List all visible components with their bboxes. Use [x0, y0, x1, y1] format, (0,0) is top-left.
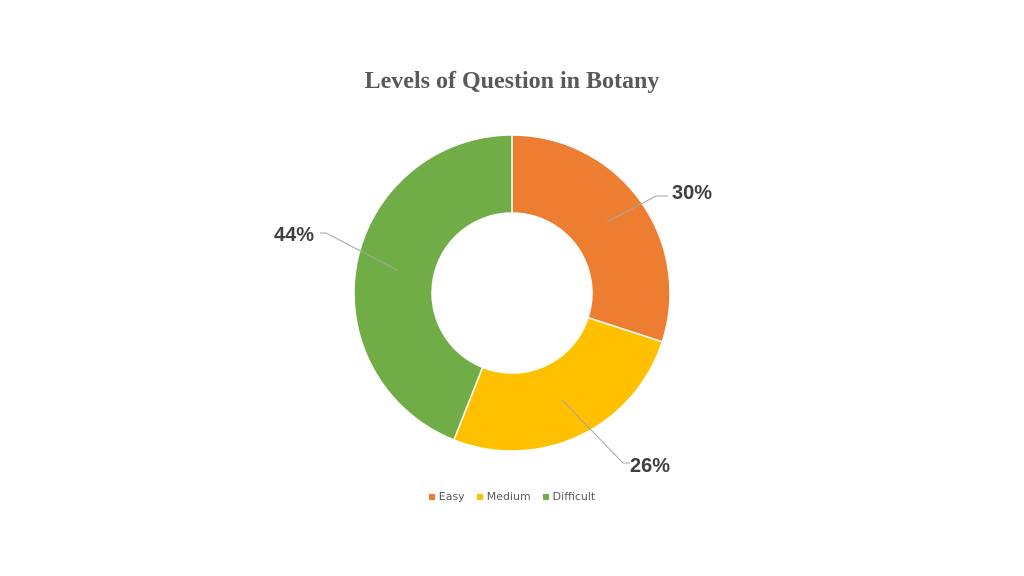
chart-legend: Easy Medium Difficult [0, 490, 1024, 503]
donut-segment-difficult[interactable] [353, 134, 513, 441]
leader-lines [320, 195, 668, 464]
data-label-difficult: 44% [274, 224, 314, 246]
donut-segment-medium[interactable] [452, 316, 664, 452]
leader-line-easy [606, 195, 668, 223]
leader-line-medium [561, 399, 630, 464]
donut-segments [353, 134, 671, 452]
legend-item-easy[interactable]: Easy [428, 490, 465, 503]
data-label-medium: 26% [630, 455, 670, 477]
donut-segment-easy[interactable] [511, 134, 671, 343]
legend-swatch-difficult [542, 493, 549, 500]
legend-swatch-easy [428, 493, 435, 500]
legend-swatch-medium [476, 493, 483, 500]
legend-label-difficult: Difficult [552, 490, 596, 503]
data-label-easy: 30% [672, 182, 712, 204]
legend-item-difficult[interactable]: Difficult [542, 490, 596, 503]
chart-title: Levels of Question in Botany [364, 68, 660, 94]
legend-label-medium: Medium [486, 490, 531, 503]
legend-item-medium[interactable]: Medium [476, 490, 531, 503]
leader-line-difficult [320, 232, 398, 271]
legend-label-easy: Easy [438, 490, 465, 503]
